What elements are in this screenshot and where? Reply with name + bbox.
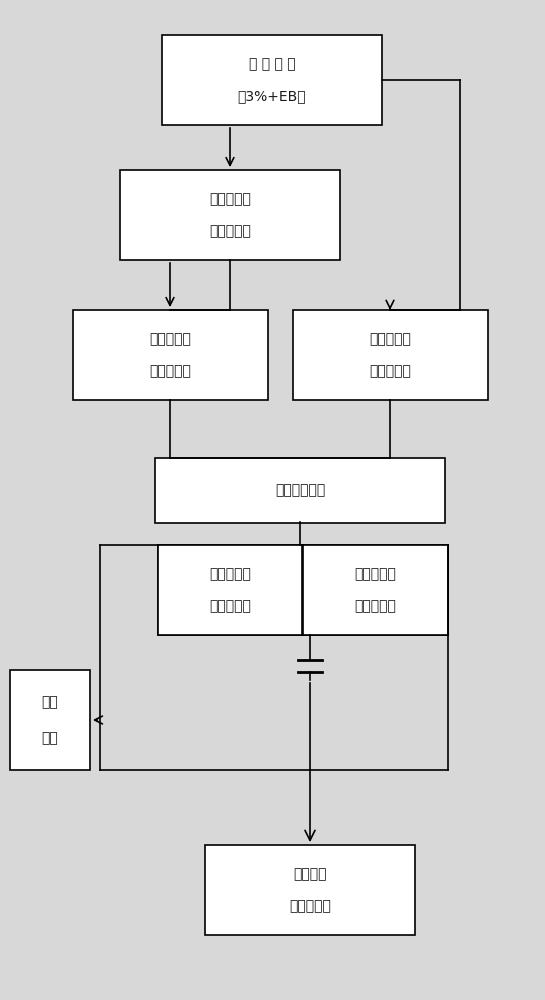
Text: 第一次上样: 第一次上样 [369, 364, 411, 378]
Text: 第八次上样: 第八次上样 [289, 899, 331, 913]
Bar [158, 545, 302, 635]
Text: 双层凝胶电泳: 双层凝胶电泳 [275, 483, 325, 497]
Text: 第一层凝胶: 第一层凝胶 [209, 567, 251, 581]
Bar [10, 670, 90, 770]
Bar [302, 545, 447, 635]
Bar [162, 35, 382, 125]
Bar [120, 170, 340, 260]
Bar [72, 310, 268, 400]
Bar [155, 458, 445, 522]
Text: 第一层凝胶: 第一层凝胶 [209, 192, 251, 206]
Text: 第三次上样: 第三次上样 [209, 599, 251, 613]
Text: 第二层凝胶: 第二层凝胶 [354, 567, 396, 581]
Text: 凝 胶 制 备: 凝 胶 制 备 [249, 57, 295, 71]
Text: 分次: 分次 [41, 695, 58, 709]
Bar [293, 310, 487, 400]
Bar [158, 545, 448, 635]
Text: 第二次上样: 第二次上样 [149, 364, 191, 378]
Text: （3%+EB）: （3%+EB） [238, 89, 306, 103]
Text: 成像: 成像 [41, 731, 58, 745]
Text: 第二次上样: 第二次上样 [354, 599, 396, 613]
Bar [205, 845, 415, 935]
Text: 双层凝胶: 双层凝胶 [293, 867, 327, 881]
Text: 第一次上样: 第一次上样 [209, 224, 251, 238]
Text: 第二层凝胶: 第二层凝胶 [369, 332, 411, 346]
Text: 第一层凝胶: 第一层凝胶 [149, 332, 191, 346]
